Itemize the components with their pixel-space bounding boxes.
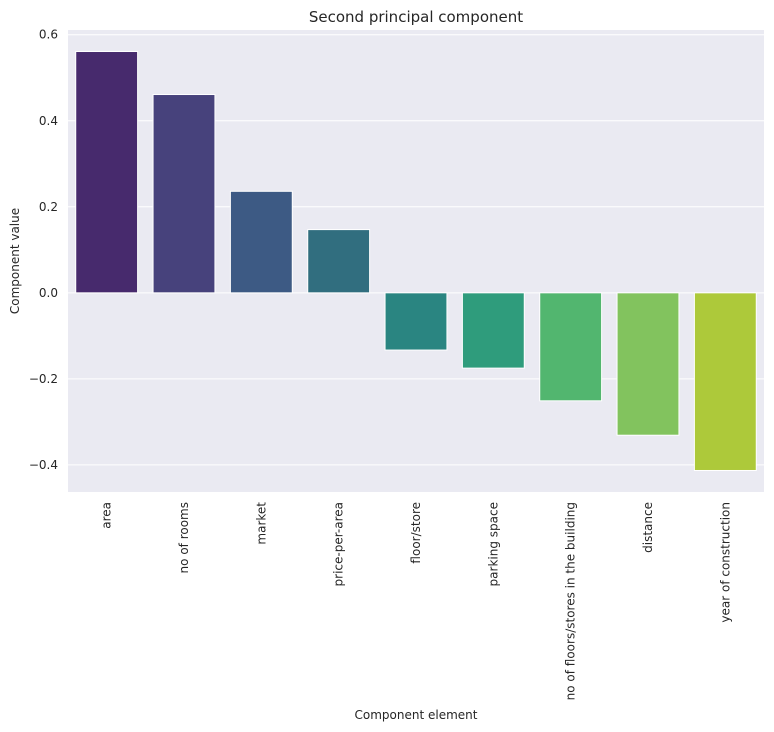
- bar: [693, 292, 757, 471]
- x-tick-label: year of construction: [718, 502, 732, 623]
- y-tick-label: 0.2: [39, 200, 58, 214]
- y-tick-label: 0.4: [39, 114, 58, 128]
- bar: [384, 292, 448, 351]
- x-tick-label: distance: [641, 502, 655, 553]
- y-tick-labels: −0.4 −0.2 0.0 0.2 0.4 0.6: [29, 28, 58, 472]
- bar: [539, 292, 603, 402]
- x-axis-label: Component element: [355, 708, 478, 722]
- x-tick-label: floor/store: [409, 502, 423, 564]
- y-axis-label: Component value: [8, 208, 22, 314]
- y-tick-label: 0.6: [39, 28, 58, 42]
- bar: [75, 51, 139, 294]
- y-tick-label: −0.2: [29, 372, 58, 386]
- chart-title: Second principal component: [309, 8, 523, 26]
- bar: [152, 94, 216, 294]
- bars: [75, 51, 757, 471]
- x-tick-label: price-per-area: [332, 502, 346, 586]
- x-tick-labels: area no of rooms market price-per-area floor…: [100, 502, 733, 701]
- bar: [307, 229, 371, 294]
- y-tick-label: 0.0: [39, 286, 58, 300]
- x-tick-label: no of floors/stores in the building: [564, 502, 578, 700]
- bar: [616, 292, 680, 436]
- x-tick-label: market: [254, 502, 268, 545]
- bar: [229, 190, 293, 294]
- bar: [461, 292, 525, 369]
- x-tick-label: area: [100, 502, 114, 529]
- y-tick-label: −0.4: [29, 458, 58, 472]
- x-tick-label: parking space: [486, 502, 500, 586]
- x-tick-label: no of rooms: [177, 502, 191, 573]
